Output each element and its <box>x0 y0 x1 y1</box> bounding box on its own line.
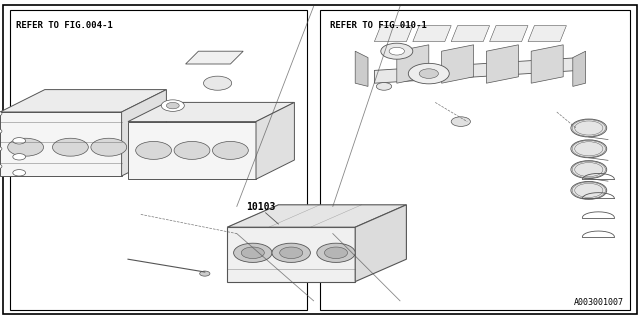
Circle shape <box>91 138 127 156</box>
Circle shape <box>571 161 607 179</box>
Circle shape <box>419 69 438 78</box>
Text: 10103: 10103 <box>246 202 276 212</box>
Text: REFER TO FIG.010-1: REFER TO FIG.010-1 <box>330 21 426 30</box>
Text: REFER TO FIG.004-1: REFER TO FIG.004-1 <box>16 21 113 30</box>
Circle shape <box>161 100 184 111</box>
Circle shape <box>0 164 2 169</box>
Circle shape <box>0 146 2 151</box>
Polygon shape <box>486 45 518 83</box>
Circle shape <box>324 247 348 259</box>
Text: A003001007: A003001007 <box>574 298 624 307</box>
Polygon shape <box>397 45 429 83</box>
Polygon shape <box>490 26 528 42</box>
Circle shape <box>204 76 232 90</box>
Circle shape <box>317 243 355 262</box>
Circle shape <box>234 243 272 262</box>
Polygon shape <box>0 90 166 112</box>
Circle shape <box>200 271 210 276</box>
Circle shape <box>136 141 172 159</box>
Circle shape <box>272 243 310 262</box>
Circle shape <box>376 83 392 90</box>
Polygon shape <box>128 122 256 179</box>
Circle shape <box>13 170 26 176</box>
Circle shape <box>0 129 2 134</box>
Polygon shape <box>128 102 294 122</box>
Circle shape <box>451 117 470 126</box>
Circle shape <box>13 154 26 160</box>
Polygon shape <box>413 26 451 42</box>
Polygon shape <box>355 205 406 282</box>
Polygon shape <box>227 205 406 227</box>
Circle shape <box>241 247 264 259</box>
Polygon shape <box>227 227 355 282</box>
Polygon shape <box>528 26 566 42</box>
Polygon shape <box>573 51 586 86</box>
Circle shape <box>212 141 248 159</box>
Circle shape <box>8 138 44 156</box>
Circle shape <box>166 102 179 109</box>
Circle shape <box>571 140 607 158</box>
Circle shape <box>13 138 26 144</box>
Bar <box>320 10 630 310</box>
Polygon shape <box>355 51 368 86</box>
Circle shape <box>0 111 2 116</box>
Polygon shape <box>374 58 579 83</box>
Circle shape <box>174 141 210 159</box>
Circle shape <box>408 63 449 84</box>
Polygon shape <box>186 51 243 64</box>
Polygon shape <box>451 26 490 42</box>
Polygon shape <box>256 102 294 179</box>
Circle shape <box>571 119 607 137</box>
Circle shape <box>280 247 303 259</box>
Bar <box>10 10 307 310</box>
Polygon shape <box>0 112 122 176</box>
Polygon shape <box>442 45 474 83</box>
Circle shape <box>381 43 413 59</box>
Circle shape <box>52 138 88 156</box>
Polygon shape <box>374 26 413 42</box>
Circle shape <box>571 181 607 199</box>
Circle shape <box>389 47 404 55</box>
Polygon shape <box>122 90 166 176</box>
Polygon shape <box>531 45 563 83</box>
